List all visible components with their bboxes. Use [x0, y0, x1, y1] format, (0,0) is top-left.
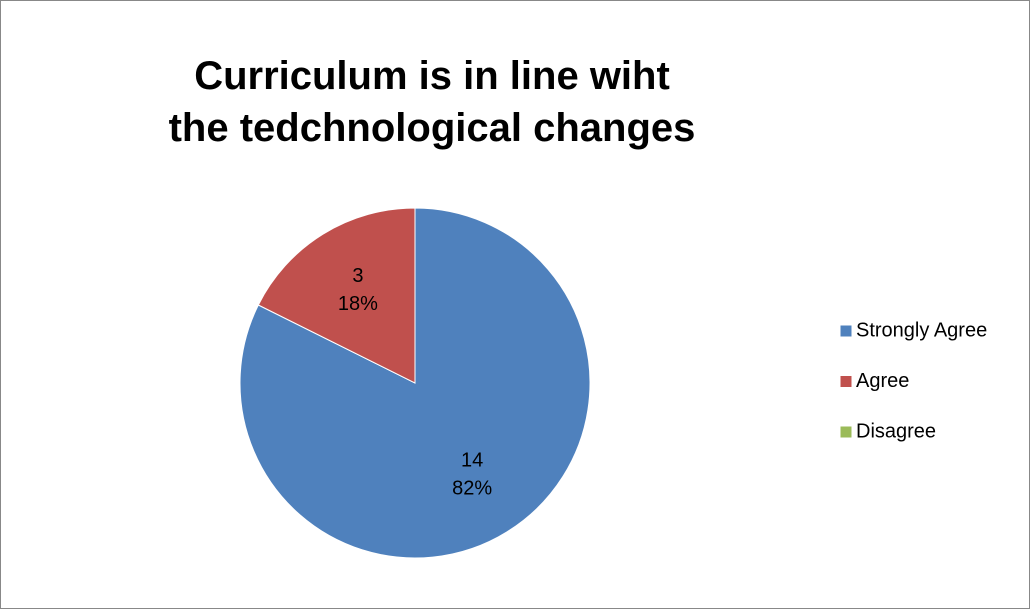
legend-label: Strongly Agree: [856, 319, 987, 341]
legend-swatch: [839, 375, 853, 388]
pie-slice: [257, 207, 416, 384]
legend-label: Disagree: [856, 420, 936, 442]
chart-title: Curriculum is in line wiht the tedchnolog…: [169, 54, 696, 150]
data-label: 14: [461, 450, 483, 472]
legend-swatch: [839, 425, 853, 439]
legend-label: Agree: [856, 370, 909, 392]
percent-label: 82%: [452, 478, 492, 500]
percent-label: 18%: [338, 293, 378, 315]
data-label: 3: [352, 265, 363, 287]
legend-swatch: [839, 324, 853, 338]
